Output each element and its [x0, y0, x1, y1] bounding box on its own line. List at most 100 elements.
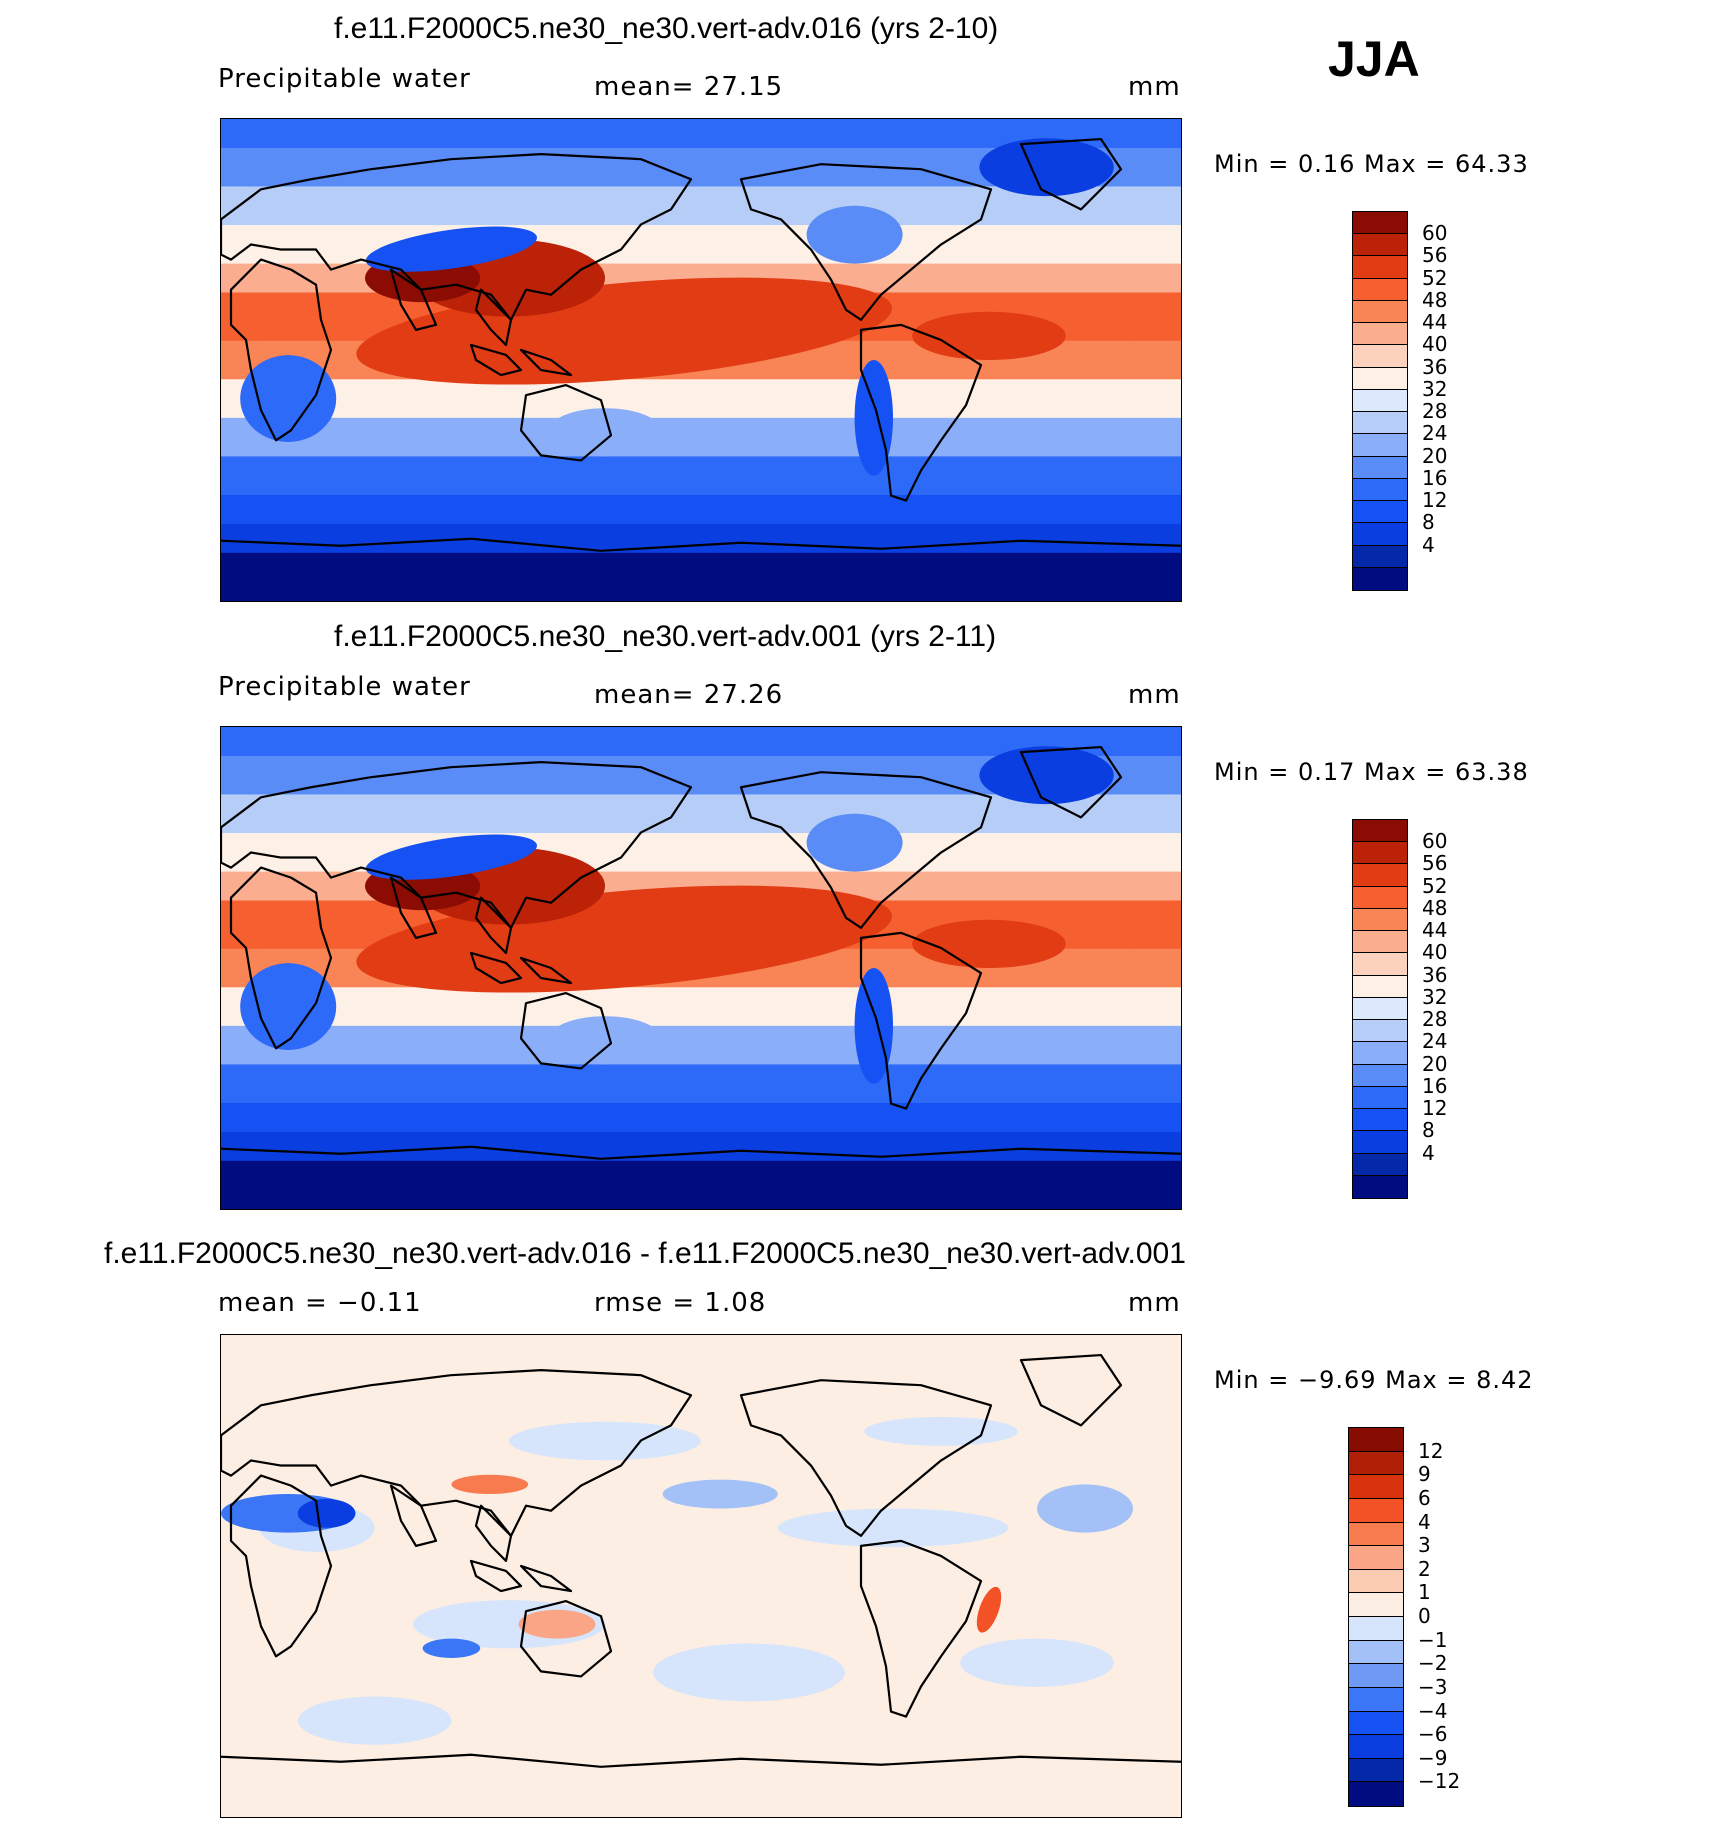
colorbar-swatch — [1353, 278, 1407, 301]
colorbar-swatch — [1353, 953, 1407, 976]
colorbar-tick-label: 48 — [1422, 287, 1448, 312]
colorbar-tick-label: 20 — [1422, 443, 1448, 468]
field-blob — [297, 1498, 356, 1528]
colorbar-tick-label: 8 — [1422, 510, 1435, 535]
field-band — [221, 987, 1181, 1027]
field-blob — [422, 1638, 481, 1658]
field-blob — [653, 1643, 845, 1702]
field-blob — [221, 910, 317, 949]
field-blob — [240, 355, 337, 442]
colorbar-tick-label: 36 — [1422, 962, 1448, 987]
field-blob — [806, 813, 903, 872]
min-max-label: Min = 0.17 Max = 63.38 — [1214, 758, 1529, 786]
coastline — [519, 956, 573, 985]
coastlines — [221, 137, 1181, 552]
colorbar — [1352, 819, 1408, 1199]
colorbar-swatch — [1353, 300, 1407, 324]
colorbar-tick-label: 12 — [1422, 1096, 1448, 1121]
field-blob — [912, 919, 1066, 968]
colorbar-tick-label: 4 — [1418, 1509, 1431, 1534]
colorbar-swatch — [1353, 1042, 1407, 1065]
coastline — [1019, 745, 1123, 819]
colorbar-swatch — [1353, 975, 1407, 998]
field-blob — [365, 226, 538, 272]
field-blob — [1075, 910, 1181, 949]
field-blob — [1037, 1484, 1133, 1533]
map-canvas — [221, 727, 1181, 1209]
colorbar-swatch — [1349, 1758, 1403, 1783]
coastlines — [221, 1353, 1181, 1768]
map-panel — [220, 118, 1182, 602]
colorbar-swatch — [1353, 842, 1407, 865]
coastline — [229, 866, 333, 1050]
colorbar-tick-label: 48 — [1422, 895, 1448, 920]
colorbar-swatch — [1353, 234, 1407, 257]
field-blob — [509, 1421, 701, 1461]
colorbar-tick-label: −1 — [1418, 1627, 1448, 1652]
panel-title: f.e11.F2000C5.ne30_ne30.vert-adv.016 (yr… — [334, 12, 999, 45]
colorbar-tick-label: 40 — [1422, 940, 1448, 965]
coastline — [221, 1753, 1181, 1768]
field-blob — [979, 746, 1114, 805]
coastline — [739, 1379, 993, 1537]
field-band — [221, 552, 1181, 601]
colorbar-swatch — [1349, 1475, 1403, 1499]
colorbar-swatch — [1353, 434, 1407, 457]
min-max-label: Min = −9.69 Max = 8.42 — [1214, 1366, 1534, 1394]
colorbar-tick-label: −3 — [1418, 1674, 1448, 1699]
coastline — [389, 1484, 438, 1547]
field-blob — [864, 1416, 1018, 1446]
min-max-label: Min = 0.16 Max = 64.33 — [1214, 150, 1529, 178]
colorbar-swatch — [1353, 1086, 1407, 1110]
colorbar-tick-label: 60 — [1422, 221, 1448, 246]
colorbar-tick-label: 60 — [1422, 829, 1448, 854]
colorbar-swatch — [1353, 886, 1407, 909]
coastline — [519, 348, 573, 377]
field-blob — [297, 1696, 452, 1745]
units-label: mm — [1128, 680, 1181, 710]
panel-title: f.e11.F2000C5.ne30_ne30.vert-adv.016 - f… — [104, 1237, 1186, 1270]
colorbar-swatch — [1353, 256, 1407, 279]
colorbar-swatch — [1353, 412, 1407, 435]
colorbar-tick-label: 0 — [1418, 1604, 1431, 1628]
field-blob — [854, 360, 893, 476]
field-band — [221, 379, 1181, 419]
colorbar-swatch — [1353, 323, 1407, 346]
coastline — [221, 1145, 1181, 1160]
coastline — [221, 761, 693, 929]
variable-label: Precipitable water — [218, 672, 471, 702]
colorbar-swatch — [1349, 1569, 1403, 1594]
field-blob — [451, 1474, 529, 1495]
colorbar-tick-label: 9 — [1418, 1462, 1431, 1487]
colorbar-swatch — [1353, 1175, 1407, 1198]
colorbar-swatch — [1353, 908, 1407, 932]
colorbar-swatch — [1349, 1735, 1403, 1759]
field-blob — [365, 834, 538, 880]
colorbar-tick-label: 20 — [1422, 1051, 1448, 1076]
mean-label: mean= 27.15 — [594, 72, 784, 102]
coastline — [474, 288, 513, 347]
contour-fill — [221, 1335, 1181, 1817]
colorbar-tick-label: 3 — [1418, 1533, 1431, 1558]
colorbar-tick-label: 52 — [1422, 873, 1448, 898]
colorbar-tick-label: 16 — [1422, 465, 1448, 490]
colorbar-tick-label: 32 — [1422, 376, 1448, 401]
field-blob — [979, 138, 1114, 197]
field-band — [221, 494, 1181, 525]
colorbar-tick-label: 12 — [1422, 488, 1448, 513]
colorbar-swatch — [1349, 1546, 1403, 1570]
colorbar-tick-label: 52 — [1422, 265, 1448, 290]
coastlines — [221, 745, 1181, 1160]
panel-title: f.e11.F2000C5.ne30_ne30.vert-adv.001 (yr… — [334, 620, 997, 653]
colorbar-swatch — [1353, 567, 1407, 590]
colorbar-tick-label: 24 — [1422, 1029, 1448, 1054]
colorbar-tick-label: 2 — [1418, 1556, 1431, 1581]
colorbar-swatch — [1353, 389, 1407, 413]
field-blob — [240, 963, 337, 1050]
field-blob — [1075, 302, 1181, 341]
field-blob — [976, 1586, 1002, 1633]
field-blob — [518, 1609, 596, 1639]
coastline — [519, 991, 613, 1070]
coastline — [519, 1599, 613, 1678]
coastline — [739, 771, 993, 929]
